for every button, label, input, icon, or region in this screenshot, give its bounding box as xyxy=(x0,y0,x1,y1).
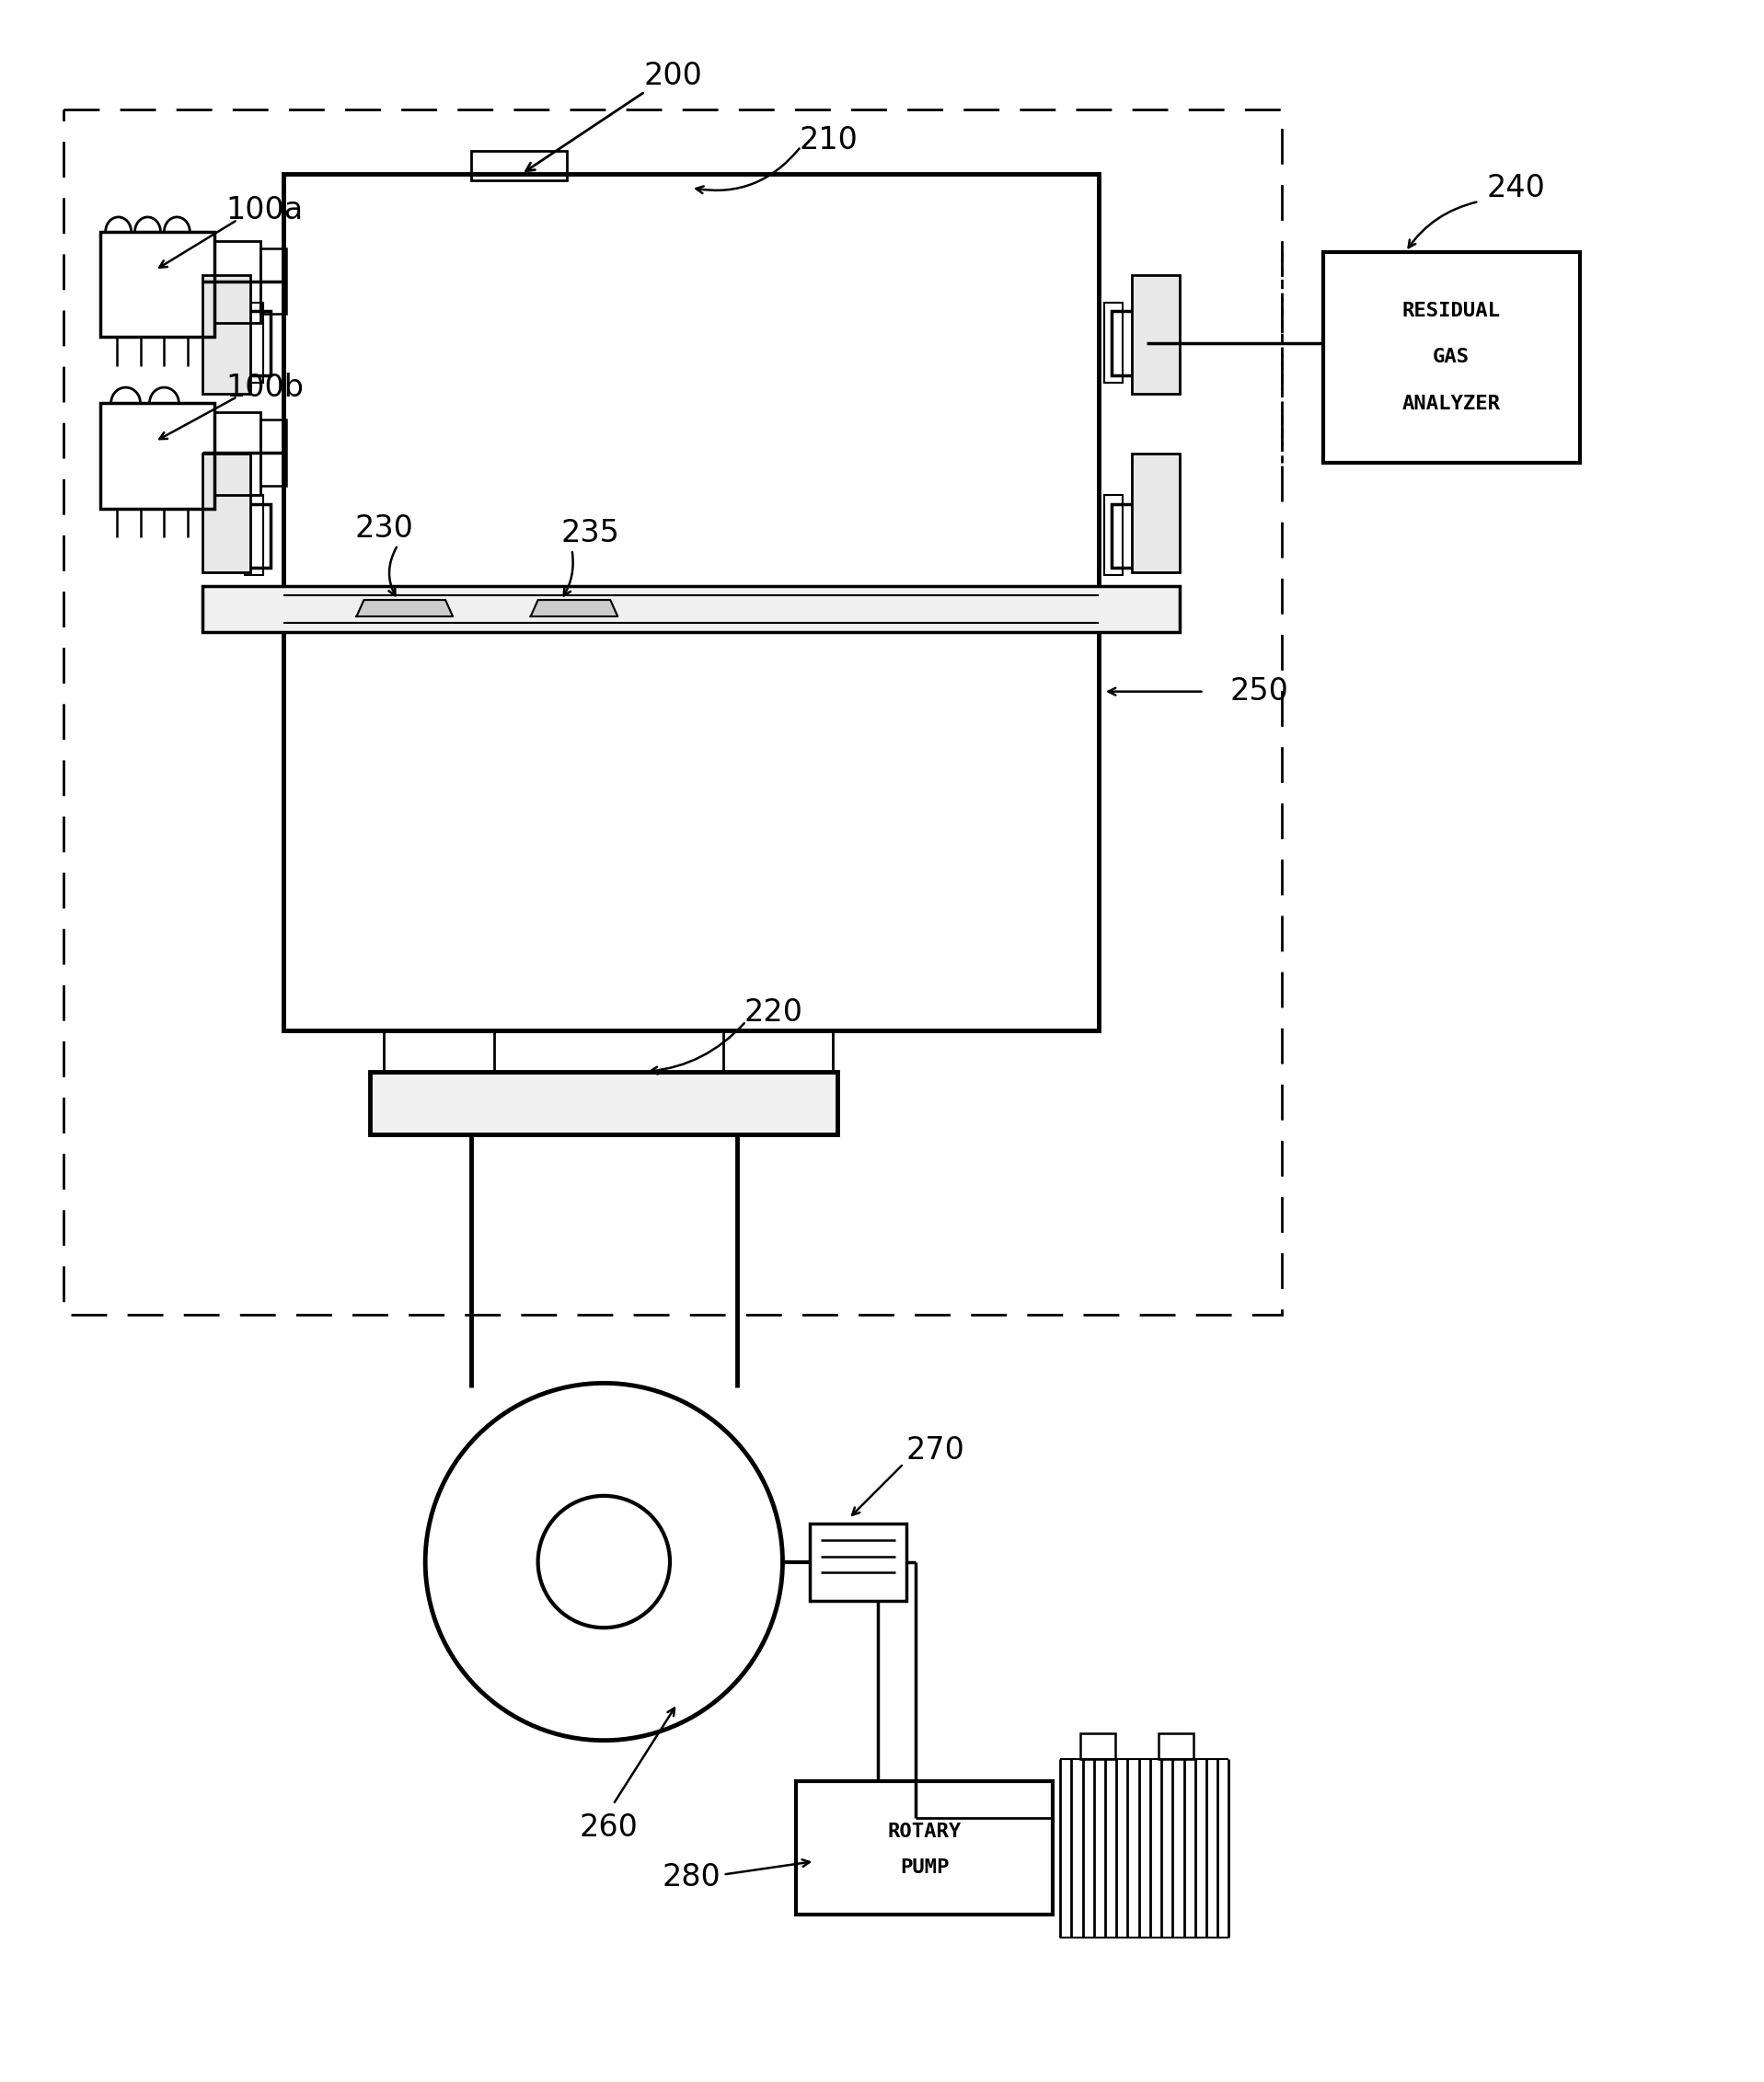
Text: 210: 210 xyxy=(799,125,857,156)
Text: RESIDUAL: RESIDUAL xyxy=(1402,302,1501,321)
Bar xyxy=(810,1524,907,1601)
Bar xyxy=(284,175,1099,1031)
Bar xyxy=(236,504,270,568)
Bar xyxy=(236,312,270,375)
Bar xyxy=(203,587,1180,633)
Text: 250: 250 xyxy=(1230,677,1288,706)
Bar xyxy=(101,231,215,337)
Bar xyxy=(215,242,261,323)
Bar xyxy=(1132,454,1180,573)
Bar xyxy=(1323,252,1581,462)
Bar xyxy=(203,454,250,573)
Text: 235: 235 xyxy=(561,518,619,548)
Bar xyxy=(723,1031,833,1072)
Bar xyxy=(64,110,1282,1314)
Bar xyxy=(245,496,263,575)
Text: 230: 230 xyxy=(355,514,413,543)
Text: 240: 240 xyxy=(1485,173,1545,202)
Bar xyxy=(1111,312,1147,375)
Polygon shape xyxy=(356,600,453,616)
Bar xyxy=(370,1072,838,1135)
Bar xyxy=(1104,302,1122,383)
Bar xyxy=(101,404,215,508)
Text: 260: 260 xyxy=(579,1811,639,1843)
Bar xyxy=(203,275,250,393)
Polygon shape xyxy=(531,600,617,616)
Bar xyxy=(215,412,261,496)
Text: 220: 220 xyxy=(744,997,803,1026)
Bar xyxy=(261,418,286,485)
Text: PUMP: PUMP xyxy=(900,1859,949,1878)
Text: ROTARY: ROTARY xyxy=(887,1824,961,1840)
Bar xyxy=(245,302,263,383)
Bar xyxy=(1111,504,1147,568)
Text: 100a: 100a xyxy=(226,196,303,225)
Bar xyxy=(385,1031,494,1072)
Text: 270: 270 xyxy=(907,1434,965,1466)
Text: ANALYZER: ANALYZER xyxy=(1402,393,1501,412)
Text: 200: 200 xyxy=(644,60,702,92)
Bar xyxy=(1132,275,1180,393)
Bar xyxy=(1104,496,1122,575)
Bar xyxy=(261,248,286,314)
Bar xyxy=(471,152,568,181)
Bar xyxy=(1159,1732,1192,1759)
Bar xyxy=(1080,1732,1115,1759)
Text: 100b: 100b xyxy=(226,373,303,402)
Bar xyxy=(796,1782,1053,1915)
Text: 280: 280 xyxy=(662,1861,720,1893)
Text: GAS: GAS xyxy=(1432,348,1469,366)
